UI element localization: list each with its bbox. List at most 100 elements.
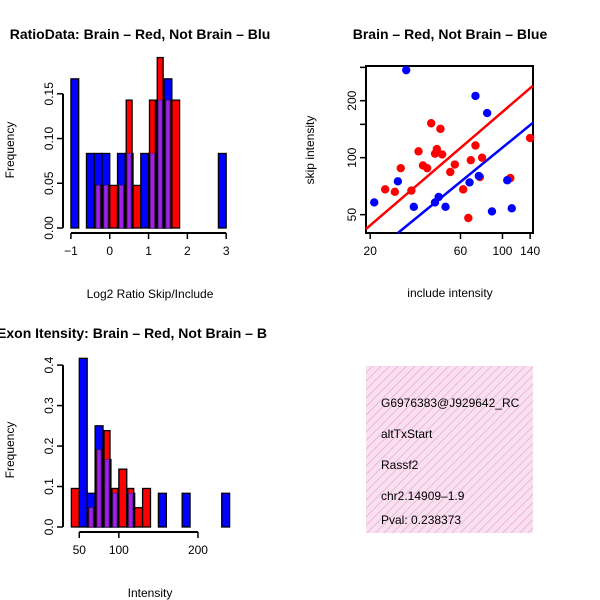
point-brain xyxy=(466,155,475,165)
bar-brain-bin-6 xyxy=(118,468,128,528)
point-brain xyxy=(450,160,460,169)
bar-overlap-bin-4 xyxy=(103,185,109,229)
bar-overlap-bin-12 xyxy=(165,99,171,229)
ratio-y-tick-label: 0.15 xyxy=(42,82,56,106)
ratio-y-tick-label: 0.10 xyxy=(42,127,56,151)
bar-not-brain-bin-19 xyxy=(217,152,227,229)
point-not-brain xyxy=(465,178,474,187)
scatter-plot-box xyxy=(365,65,534,234)
bar-overlap-bin-3 xyxy=(96,449,102,528)
bar-brain-bin-13 xyxy=(171,99,181,229)
ratio-histogram-bars xyxy=(70,56,227,229)
regression-line-blue xyxy=(397,121,534,234)
info-text-clip: G6976383@J929642_RC altTxStart Rassf2 ch… xyxy=(381,396,520,527)
scatter-x-axis: 20 60 100 140 xyxy=(364,233,540,258)
scatter-y-label: skip intensity xyxy=(303,116,317,185)
bar-overlap-bin-2 xyxy=(88,507,94,528)
intensity-y-tick-label: 0.4 xyxy=(42,356,56,373)
point-brain xyxy=(380,185,390,194)
intensity-histogram-y-axis: 0.0 0.1 0.2 0.3 0.4 xyxy=(42,356,64,535)
intensity-y-tick-label: 0.0 xyxy=(42,518,56,535)
bar-brain-bin-8 xyxy=(132,184,142,229)
bar-not-brain-bin-2 xyxy=(85,152,95,229)
scatter-x-tick-label: 100 xyxy=(492,244,512,258)
scatter-panel: Brain – Red, Not Brain – Blue 20 60 100 140… xyxy=(303,26,547,300)
info-gene-name: Rassf2 xyxy=(381,458,419,472)
info-location: chr2.14909–1.9 xyxy=(381,489,465,503)
intensity-histogram-bars xyxy=(70,357,231,528)
ratio-x-tick-label: 1 xyxy=(145,244,152,258)
point-not-brain xyxy=(441,202,450,212)
bar-brain-bin-8 xyxy=(134,507,144,528)
ratio-histogram-y-axis: 0.00 0.05 0.10 0.15 xyxy=(42,82,64,240)
point-brain xyxy=(426,119,436,128)
bar-not-brain-bin-9 xyxy=(140,152,150,229)
intensity-x-tick-label: 200 xyxy=(188,543,208,557)
point-not-brain xyxy=(471,91,480,101)
point-brain xyxy=(437,150,447,159)
point-not-brain xyxy=(409,202,419,212)
ratio-x-tick-label: 3 xyxy=(223,244,230,258)
intensity-y-tick-label: 0.1 xyxy=(42,478,56,495)
point-brain xyxy=(471,141,480,150)
scatter-y-tick-label: 50 xyxy=(345,208,359,222)
point-not-brain xyxy=(402,65,411,75)
scatter-y-tick-label: 100 xyxy=(345,147,359,167)
scatter-y-axis: 50 100 200 xyxy=(345,66,366,222)
scatter-x-label: include intensity xyxy=(407,286,492,300)
point-brain xyxy=(414,147,423,156)
point-brain xyxy=(446,167,455,177)
point-not-brain xyxy=(487,207,497,216)
bar-not-brain-bin-19 xyxy=(221,492,231,528)
intensity-x-tick-label: 100 xyxy=(109,543,129,557)
info-event-type: altTxStart xyxy=(381,427,433,441)
ratio-x-tick-label: 0 xyxy=(106,244,113,258)
scatter-y-tick-label: 200 xyxy=(345,90,359,110)
point-brain xyxy=(432,144,442,154)
bar-overlap-bin-10 xyxy=(150,153,155,229)
bar-overlap-bin-6 xyxy=(119,185,124,229)
info-probe-id: G6976383@J929642_RC xyxy=(381,396,520,410)
scatter-x-tick-label: 140 xyxy=(520,244,540,258)
point-brain xyxy=(407,186,416,195)
bar-not-brain-bin-0 xyxy=(70,78,80,229)
point-brain xyxy=(436,124,445,134)
intensity-y-tick-label: 0.3 xyxy=(42,397,56,414)
point-not-brain xyxy=(482,108,492,118)
point-brain xyxy=(422,163,432,173)
point-not-brain xyxy=(370,198,379,207)
intensity-histogram-x-axis: 50 100 200 xyxy=(73,531,208,557)
intensity-y-tick-label: 0.2 xyxy=(42,437,56,454)
point-not-brain xyxy=(503,176,512,185)
scatter-title: Brain – Red, Not Brain – Blue xyxy=(353,26,548,42)
bar-brain-bin-5 xyxy=(109,184,119,229)
ratio-y-tick-label: 0.05 xyxy=(42,171,56,195)
bar-not-brain-bin-14 xyxy=(181,492,191,528)
point-not-brain xyxy=(507,204,516,213)
bar-brain-bin-9 xyxy=(141,487,152,528)
bar-overlap-bin-11 xyxy=(157,99,163,229)
point-not-brain xyxy=(393,177,403,186)
intensity-histogram-y-label: Frequency xyxy=(3,422,17,479)
ratio-histogram-x-axis: −1 0 1 2 3 xyxy=(64,232,230,258)
bar-not-brain-bin-1 xyxy=(78,357,88,528)
bar-not-brain-bin-11 xyxy=(157,492,167,528)
ratio-histogram-title: RatioData: Brain – Red, Not Brain – Blu xyxy=(10,26,271,42)
point-brain xyxy=(390,187,400,197)
regression-line-red xyxy=(365,84,534,230)
point-brain xyxy=(525,133,535,143)
point-brain xyxy=(477,153,487,162)
ratio-histogram-x-label: Log2 Ratio Skip/Include xyxy=(87,287,214,301)
info-panel: G6976383@J929642_RC altTxStart Rassf2 ch… xyxy=(366,366,533,533)
point-not-brain xyxy=(474,171,484,181)
ratio-y-tick-label: 0.00 xyxy=(42,216,56,240)
bar-overlap-bin-7 xyxy=(126,153,132,229)
point-brain xyxy=(458,185,468,194)
scatter-points xyxy=(370,65,535,223)
point-brain xyxy=(396,163,405,173)
ratio-x-tick-label: 2 xyxy=(184,244,191,258)
scatter-x-tick-label: 60 xyxy=(454,244,468,258)
intensity-histogram-x-label: Intensity xyxy=(128,586,173,600)
intensity-x-tick-label: 50 xyxy=(73,543,87,557)
